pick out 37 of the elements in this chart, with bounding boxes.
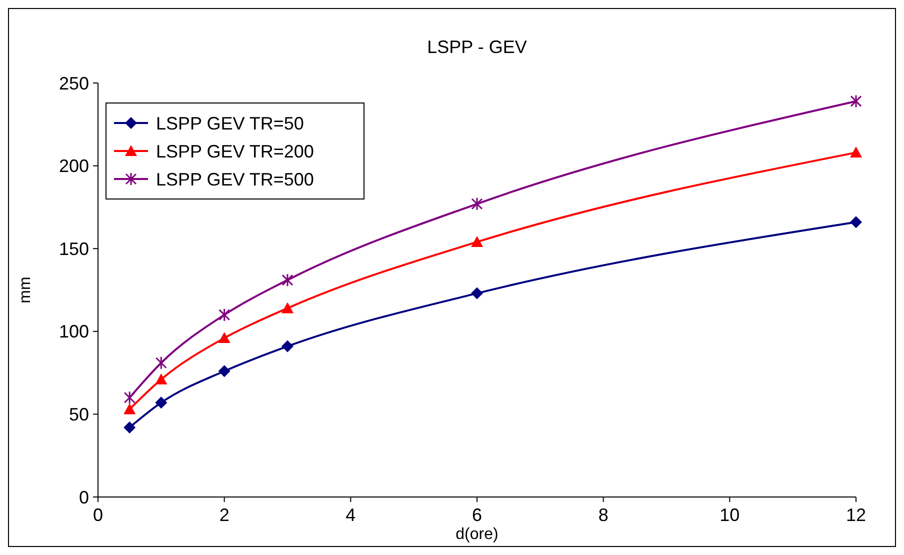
point xyxy=(155,373,168,384)
point xyxy=(282,340,294,352)
y-axis-title: mm xyxy=(17,276,34,304)
x-tick-label: 8 xyxy=(598,505,608,525)
point xyxy=(282,273,294,287)
point xyxy=(850,146,862,158)
x-tick-label: 12 xyxy=(846,505,866,525)
x-tick-label: 2 xyxy=(219,505,230,525)
x-tick-label: 0 xyxy=(92,505,104,525)
point xyxy=(850,216,862,228)
y-tick-label: 0 xyxy=(78,487,89,508)
y-tick-label: 250 xyxy=(58,73,89,94)
point xyxy=(218,332,230,344)
point xyxy=(850,94,862,108)
y-tick-label: 50 xyxy=(68,404,89,424)
legend-label: LSPP GEV TR=500 xyxy=(156,169,314,190)
legend-label: LSPP GEV TR=200 xyxy=(156,141,314,162)
point xyxy=(218,365,230,378)
point xyxy=(155,396,168,409)
x-tick-label: 10 xyxy=(720,505,740,525)
x-tick-label: 6 xyxy=(472,505,482,525)
point xyxy=(155,356,167,370)
point xyxy=(124,403,136,414)
point xyxy=(218,308,230,322)
point xyxy=(471,287,483,300)
legend-label: LSPP GEV TR=50 xyxy=(156,113,304,134)
y-tick-label: 200 xyxy=(58,156,89,176)
x-axis-title: d(ore) xyxy=(456,526,498,543)
point xyxy=(124,390,136,404)
point xyxy=(124,421,136,434)
x-tick-label: 4 xyxy=(346,505,356,525)
y-tick-label: 150 xyxy=(58,238,89,259)
point xyxy=(282,302,294,314)
point xyxy=(471,197,483,211)
y-tick-label: 100 xyxy=(58,322,89,342)
point xyxy=(471,236,483,247)
chart-title: LSPP - GEV xyxy=(427,37,527,57)
